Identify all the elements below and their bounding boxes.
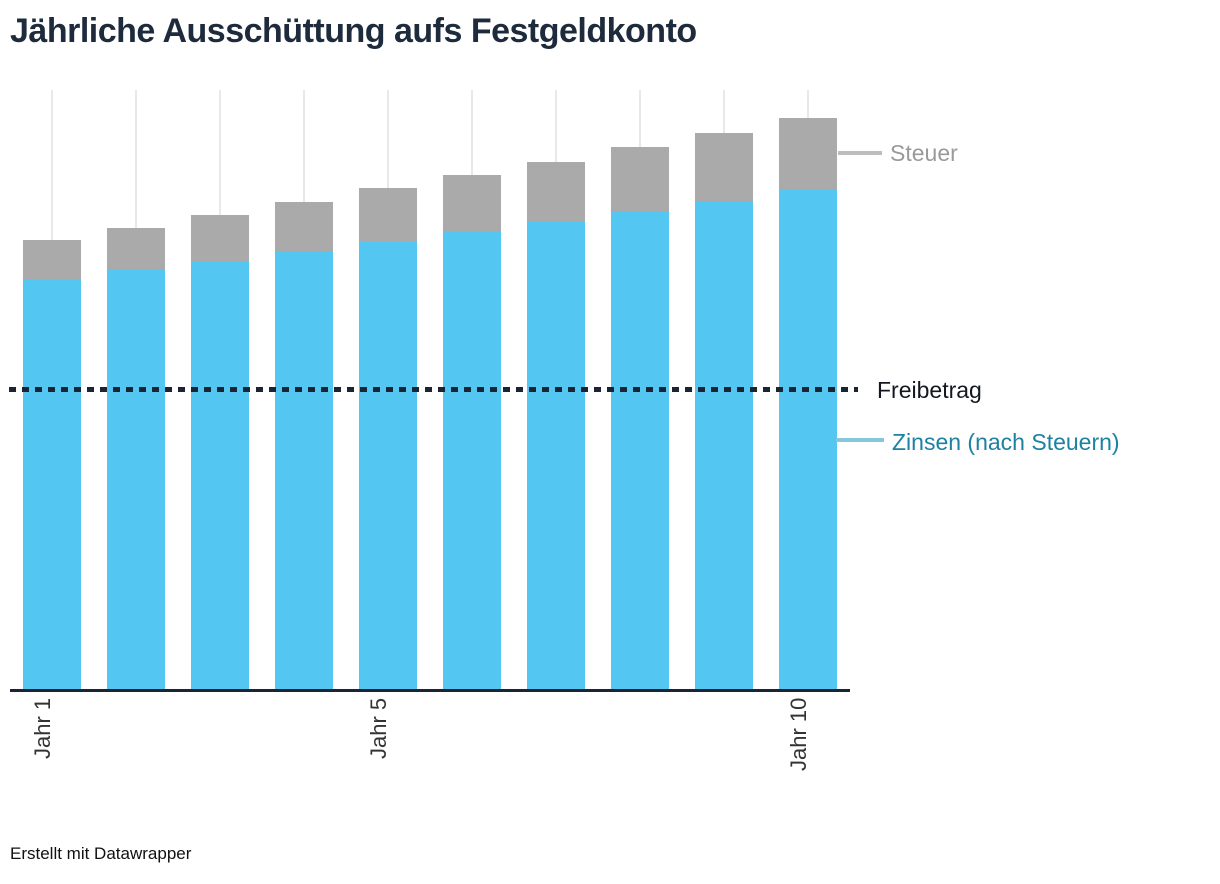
bar-segment-interest (611, 212, 669, 689)
x-axis-baseline (10, 689, 850, 692)
bar-segment-interest (191, 261, 249, 689)
bar-segment-tax (107, 228, 165, 269)
bar-segment-tax (779, 118, 837, 189)
legend-label-freibetrag: Freibetrag (877, 377, 982, 403)
datawrapper-attribution-link[interactable]: Erstellt mit Datawrapper (10, 844, 192, 863)
bar-segment-tax (191, 215, 249, 261)
bar-segment-interest (443, 231, 501, 689)
bar-segment-interest (527, 221, 585, 689)
bar-segment-tax (275, 202, 333, 252)
bar-segment-tax (695, 133, 753, 201)
bar-segment-interest (779, 189, 837, 689)
legend-label-interest: Zinsen (nach Steuern) (892, 429, 1120, 455)
vertical-gridline (807, 90, 809, 118)
bar-segment-interest (107, 269, 165, 689)
chart-title: Jährliche Ausschüttung aufs Festgeldkont… (10, 12, 697, 50)
bar-segment-tax (359, 188, 417, 242)
x-tick-label: Jahr 10 (786, 698, 811, 772)
bar-segment-tax (611, 147, 669, 212)
vertical-gridline (51, 90, 53, 240)
vertical-gridline (555, 90, 557, 162)
legend-label-tax: Steuer (890, 140, 958, 166)
bar-segment-tax (23, 240, 81, 280)
bar-segment-interest (359, 242, 417, 689)
legend-connector-tax (838, 151, 882, 155)
bar-segment-interest (23, 280, 81, 689)
legend-connector-interest (836, 438, 884, 442)
vertical-gridline (135, 90, 137, 228)
x-tick-label: Jahr 1 (30, 698, 55, 760)
vertical-gridline (723, 90, 725, 133)
bar-segment-tax (527, 162, 585, 221)
vertical-gridline (303, 90, 305, 202)
vertical-gridline (219, 90, 221, 215)
bar-segment-interest (275, 252, 333, 689)
bar-segment-tax (443, 175, 501, 231)
vertical-gridline (639, 90, 641, 147)
freibetrag-reference-line (9, 387, 858, 392)
bar-segment-interest (695, 201, 753, 689)
x-tick-label: Jahr 5 (366, 698, 391, 760)
vertical-gridline (387, 90, 389, 188)
vertical-gridline (471, 90, 473, 175)
